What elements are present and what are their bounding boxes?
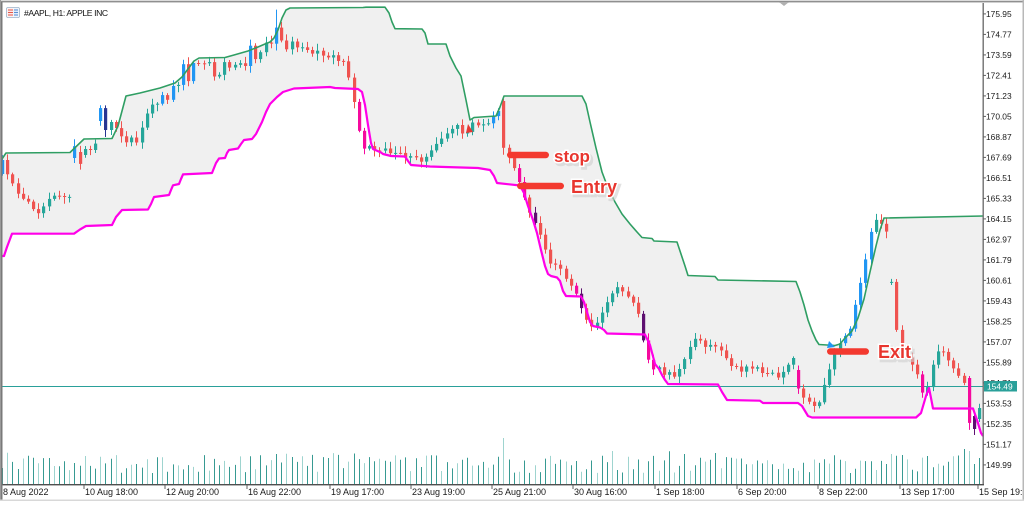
svg-text:1 Sep 18:00: 1 Sep 18:00 <box>656 487 705 497</box>
svg-text:19 Aug 17:00: 19 Aug 17:00 <box>331 487 384 497</box>
svg-text:30 Aug 16:00: 30 Aug 16:00 <box>574 487 627 497</box>
svg-text:stop: stop <box>554 147 590 166</box>
svg-text:13 Sep 17:00: 13 Sep 17:00 <box>901 487 955 497</box>
svg-text:158.25: 158.25 <box>986 316 1012 326</box>
svg-text:6 Sep 20:00: 6 Sep 20:00 <box>738 487 787 497</box>
svg-text:174.77: 174.77 <box>986 29 1012 39</box>
svg-text:167.69: 167.69 <box>986 152 1012 162</box>
svg-text:151.17: 151.17 <box>986 439 1012 449</box>
svg-text:8 Aug 2022: 8 Aug 2022 <box>3 487 49 497</box>
svg-text:10 Aug 18:00: 10 Aug 18:00 <box>85 487 138 497</box>
svg-text:149.99: 149.99 <box>986 460 1012 470</box>
svg-text:160.61: 160.61 <box>986 275 1012 285</box>
svg-text:166.51: 166.51 <box>986 173 1012 183</box>
svg-text:152.35: 152.35 <box>986 419 1012 429</box>
svg-text:154.49: 154.49 <box>987 381 1013 391</box>
svg-text:170.05: 170.05 <box>986 111 1012 121</box>
svg-text:157.07: 157.07 <box>986 337 1012 347</box>
svg-text:171.23: 171.23 <box>986 91 1012 101</box>
svg-text:164.15: 164.15 <box>986 214 1012 224</box>
svg-text:155.89: 155.89 <box>986 357 1012 367</box>
svg-text:Exit: Exit <box>878 342 911 362</box>
svg-text:23 Aug 19:00: 23 Aug 19:00 <box>412 487 465 497</box>
svg-text:159.43: 159.43 <box>986 296 1012 306</box>
svg-text:8 Sep 22:00: 8 Sep 22:00 <box>819 487 868 497</box>
svg-text:168.87: 168.87 <box>986 132 1012 142</box>
svg-text:172.41: 172.41 <box>986 70 1012 80</box>
svg-text:175.95: 175.95 <box>986 9 1012 19</box>
svg-text:16 Aug 22:00: 16 Aug 22:00 <box>248 487 301 497</box>
svg-text:165.33: 165.33 <box>986 193 1012 203</box>
svg-text:25 Aug 21:00: 25 Aug 21:00 <box>493 487 546 497</box>
svg-text:Entry: Entry <box>571 177 617 197</box>
svg-text:15 Sep 19:00: 15 Sep 19:00 <box>979 487 1024 497</box>
svg-text:162.97: 162.97 <box>986 234 1012 244</box>
svg-text:#AAPL, H1: APPLE INC: #AAPL, H1: APPLE INC <box>24 8 108 18</box>
svg-text:161.79: 161.79 <box>986 255 1012 265</box>
svg-text:12 Aug 20:00: 12 Aug 20:00 <box>166 487 219 497</box>
svg-text:173.59: 173.59 <box>986 50 1012 60</box>
svg-text:153.53: 153.53 <box>986 398 1012 408</box>
